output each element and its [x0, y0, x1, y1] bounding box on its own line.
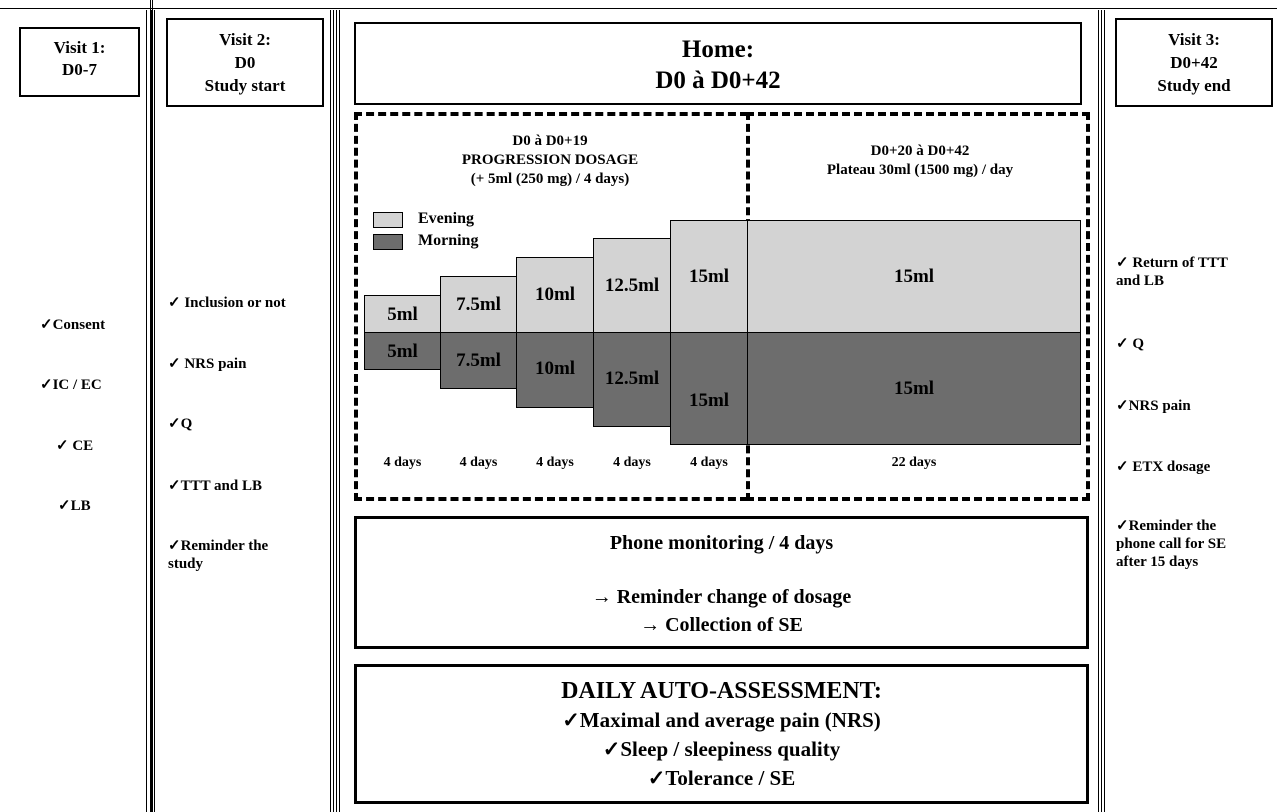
visit3-list: ✓ Return of TTT and LB ✓ Q ✓NRS pain ✓ E…	[1116, 254, 1266, 584]
visit2-item: ✓TTT and LB	[168, 478, 263, 494]
progression-title-line: D0 à D0+19	[512, 133, 588, 149]
visit2-item: ✓Reminder the study	[168, 538, 269, 572]
step1-evening-bar	[364, 295, 441, 333]
visit3-item: ✓ Return of TTT and LB	[1116, 255, 1228, 289]
legend-morning-swatch	[373, 234, 403, 250]
visit2-item: ✓ NRS pain	[168, 356, 247, 372]
visit3-item: ✓NRS pain	[1116, 398, 1191, 414]
progression-region	[354, 112, 748, 501]
step2-morning-label: 7.5ml	[456, 350, 501, 371]
visit1-list: ✓Consent ✓IC / EC ✓ CE ✓LB	[40, 315, 140, 525]
visit3-title-line: Study end	[1157, 76, 1231, 95]
visit2-item: ✓ Inclusion or not	[168, 295, 286, 311]
step1-evening-label: 5ml	[387, 304, 418, 325]
visit3-column	[1104, 10, 1277, 812]
plateau-title-line: D0+20 à D0+42	[870, 143, 970, 159]
step1-morning-bar	[364, 332, 441, 370]
step5-morning-label: 15ml	[688, 390, 730, 411]
progression-title-line: (+ 5ml (250 mg) / 4 days)	[470, 171, 630, 187]
step1-morning-label: 5ml	[387, 341, 418, 362]
plateau-morning-label: 15ml	[893, 378, 935, 399]
progression-title: D0 à D0+19 PROGRESSION DOSAGE (+ 5ml (25…	[400, 132, 700, 189]
visit1-item: ✓Consent	[40, 317, 106, 333]
step3-morning-label: 10ml	[534, 358, 576, 379]
step5-evening-label: 15ml	[688, 266, 730, 287]
step4-duration: 4 days	[613, 455, 651, 470]
visit2-column	[154, 10, 334, 812]
visit2-title-line: Visit 2:	[219, 30, 271, 49]
column-divider	[146, 10, 152, 812]
legend-morning-label: Morning	[418, 232, 479, 249]
step2-morning-bar	[440, 332, 517, 389]
home-title-line: D0 à D0+42	[655, 67, 781, 94]
visit3-item: ✓Reminder the phone call for SE after 15…	[1116, 518, 1227, 570]
daily-item: ✓Maximal and average pain (NRS)	[562, 708, 881, 732]
phone-line: → Collection of SE	[640, 614, 803, 636]
home-title-box: Home: D0 à D0+42	[354, 22, 1082, 105]
home-title-line: Home:	[681, 36, 755, 63]
plateau-title: D0+20 à D0+42 Plateau 30ml (1500 mg) / d…	[760, 142, 1080, 180]
daily-item: ✓Sleep / sleepiness quality	[602, 737, 841, 761]
step3-duration: 4 days	[536, 455, 574, 470]
step4-evening-label: 12.5ml	[604, 275, 660, 296]
phone-monitoring-box: Phone monitoring / 4 days → Reminder cha…	[354, 516, 1089, 649]
visit3-item: ✓ Q	[1116, 336, 1144, 352]
visit1-title-line: Visit 1:	[53, 38, 106, 57]
step2-duration: 4 days	[459, 455, 498, 470]
home-column	[336, 10, 1102, 812]
step5-evening-bar	[670, 220, 748, 333]
visit1-item: ✓IC / EC	[40, 377, 102, 393]
daily-assessment-box: DAILY AUTO-ASSESSMENT: ✓Maximal and aver…	[354, 664, 1089, 804]
visit1-item: ✓LB	[58, 498, 91, 514]
step5-duration: 4 days	[690, 455, 728, 470]
phone-title: Phone monitoring / 4 days	[609, 532, 834, 554]
visit3-title-line: Visit 3:	[1168, 30, 1220, 49]
step3-evening-label: 10ml	[534, 284, 576, 305]
phone-line: → Reminder change of dosage	[591, 586, 852, 608]
visit2-item: ✓Q	[168, 416, 193, 432]
legend-evening-swatch	[373, 212, 403, 228]
plateau-duration: 22 days	[891, 455, 937, 470]
step1-duration: 4 days	[383, 455, 422, 470]
step3-morning-bar	[516, 332, 594, 408]
visit3-item: ✓ ETX dosage	[1116, 459, 1211, 475]
step4-morning-label: 12.5ml	[604, 368, 660, 389]
plateau-evening-label: 15ml	[893, 266, 935, 287]
visit1-item: ✓ CE	[56, 438, 94, 454]
plateau-title-line: Plateau 30ml (1500 mg) / day	[826, 162, 1014, 178]
visit1-title-line: D0-7	[62, 60, 97, 79]
visit2-title-box: Visit 2: D0 Study start	[166, 18, 324, 107]
legend-evening-label: Evening	[418, 210, 475, 227]
top-border	[0, 8, 1277, 14]
step5-morning-bar	[670, 332, 748, 445]
visit3-title-line: D0+42	[1170, 53, 1218, 72]
step2-evening-label: 7.5ml	[456, 294, 501, 315]
visit1-title-box: Visit 1: D0-7	[19, 27, 140, 97]
progression-title-line: PROGRESSION DOSAGE	[461, 152, 639, 168]
daily-item: ✓Tolerance / SE	[647, 766, 796, 790]
visit2-title-line: Study start	[204, 76, 286, 95]
visit2-list: ✓ Inclusion or not ✓ NRS pain ✓Q ✓TTT an…	[168, 293, 328, 593]
visit2-title-line: D0	[234, 53, 256, 72]
daily-title: DAILY AUTO-ASSESSMENT:	[561, 678, 882, 704]
visit3-title-box: Visit 3: D0+42 Study end	[1115, 18, 1273, 107]
plateau-morning-bar	[747, 332, 1081, 445]
